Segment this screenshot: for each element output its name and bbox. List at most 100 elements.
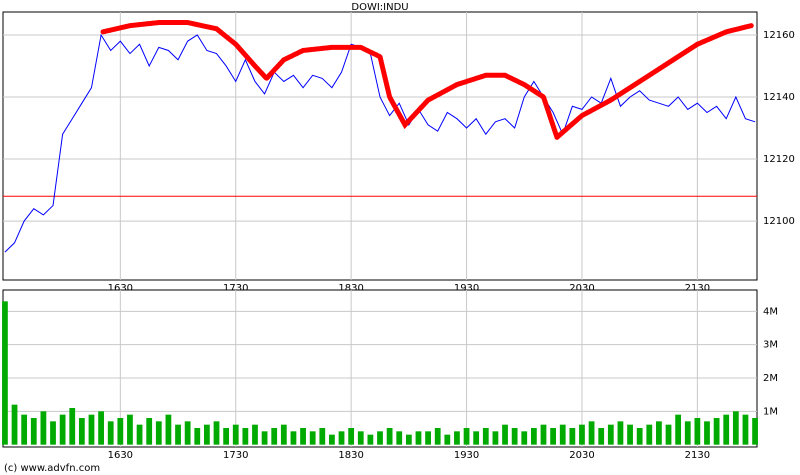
volume-bar bbox=[684, 421, 691, 445]
trend-dots bbox=[100, 20, 754, 142]
volume-bar bbox=[502, 424, 508, 445]
volume-bar bbox=[415, 431, 422, 445]
volume-bar bbox=[732, 411, 739, 445]
volume-bar bbox=[40, 411, 47, 445]
volume-bar bbox=[444, 434, 451, 445]
y-tick-label: 4M bbox=[763, 306, 778, 317]
volume-bar bbox=[646, 424, 653, 445]
volume-bar bbox=[59, 414, 66, 445]
volume-bar bbox=[742, 414, 749, 445]
volume-bar bbox=[319, 428, 326, 445]
volume-bar bbox=[704, 421, 710, 445]
volume-bar bbox=[21, 414, 28, 445]
volume-bar bbox=[636, 428, 643, 445]
volume-bar bbox=[530, 428, 537, 445]
x-tick-label: 2130 bbox=[685, 283, 710, 294]
volume-bar bbox=[300, 428, 306, 445]
volume-bar bbox=[309, 431, 316, 445]
volume-bar bbox=[579, 424, 585, 445]
x-tick-label: 1630 bbox=[108, 283, 133, 294]
volume-bar bbox=[521, 431, 528, 445]
y-tick-label: 3M bbox=[763, 340, 778, 351]
volume-bar bbox=[694, 418, 701, 445]
volume-bar bbox=[434, 428, 441, 445]
volume-bar bbox=[598, 428, 605, 445]
volume-bar bbox=[117, 418, 124, 445]
volume-bar bbox=[665, 424, 672, 445]
volume-bar bbox=[588, 421, 595, 445]
x-tick-label: 1930 bbox=[454, 450, 479, 461]
x-tick-label: 2130 bbox=[685, 450, 710, 461]
x-tick-label: 1930 bbox=[454, 283, 479, 294]
volume-bar bbox=[425, 431, 431, 445]
x-tick-label: 1830 bbox=[338, 450, 363, 461]
x-tick-label: 2030 bbox=[569, 283, 594, 294]
volume-bar bbox=[329, 434, 335, 445]
volume-bar bbox=[713, 418, 720, 445]
volume-bar bbox=[175, 424, 181, 445]
volume-bar bbox=[617, 421, 624, 445]
volume-bar bbox=[405, 434, 412, 445]
y-tick-label: 12120 bbox=[763, 154, 795, 165]
volume-bar bbox=[280, 424, 287, 445]
volume-bar bbox=[367, 434, 374, 445]
volume-bar bbox=[11, 404, 18, 445]
volume-bar bbox=[107, 421, 114, 445]
x-tick-label: 1730 bbox=[223, 450, 248, 461]
volume-bar bbox=[723, 414, 730, 445]
volume-bar bbox=[290, 431, 297, 445]
plot-frame bbox=[2, 11, 758, 281]
y-tick-label: 12140 bbox=[763, 92, 795, 103]
volume-bar bbox=[752, 418, 758, 445]
volume-bar bbox=[377, 431, 383, 445]
volume-bar bbox=[223, 428, 230, 445]
volume-bar bbox=[30, 418, 37, 445]
volume-bar bbox=[252, 424, 258, 445]
volume-bar bbox=[204, 424, 210, 445]
volume-bar bbox=[396, 431, 403, 445]
plot-frame bbox=[2, 289, 758, 448]
x-tick-label: 1630 bbox=[108, 450, 133, 461]
volume-bar bbox=[2, 301, 8, 445]
volume-bar bbox=[348, 428, 355, 445]
volume-bar bbox=[550, 428, 556, 445]
x-tick-label: 2030 bbox=[569, 450, 594, 461]
volume-bar bbox=[569, 428, 576, 445]
y-tick-label: 12160 bbox=[763, 30, 795, 41]
volume-bar bbox=[559, 424, 566, 445]
volume-bar bbox=[627, 424, 633, 445]
volume-bar bbox=[540, 424, 547, 445]
volume-bar bbox=[338, 431, 345, 445]
volume-bar bbox=[88, 414, 95, 445]
y-tick-label: 12100 bbox=[763, 216, 795, 227]
volume-bar bbox=[473, 431, 480, 445]
volume-bar bbox=[386, 428, 393, 445]
volume-bar bbox=[136, 424, 143, 445]
volume-bar bbox=[656, 421, 662, 445]
volume-bar bbox=[146, 418, 153, 445]
x-tick-label: 1730 bbox=[223, 283, 248, 294]
x-tick-label: 1830 bbox=[338, 283, 363, 294]
volume-bar bbox=[165, 414, 172, 445]
volume-bar bbox=[357, 431, 364, 445]
volume-bar bbox=[492, 431, 499, 445]
volume-bar bbox=[482, 428, 489, 445]
volume-bar bbox=[69, 408, 76, 445]
volume-bar bbox=[155, 421, 162, 445]
volume-bar bbox=[675, 414, 682, 445]
volume-bar bbox=[271, 428, 278, 445]
y-tick-label: 2M bbox=[763, 373, 778, 384]
volume-bar bbox=[454, 431, 460, 445]
volume-bar bbox=[78, 418, 85, 445]
volume-bar bbox=[463, 428, 470, 445]
volume-bar bbox=[50, 421, 56, 445]
volume-bar bbox=[194, 428, 201, 445]
volume-bar bbox=[261, 431, 268, 445]
price-line bbox=[4, 33, 756, 253]
volume-bar bbox=[98, 411, 104, 445]
volume-bar bbox=[511, 428, 518, 445]
volume-bar bbox=[242, 428, 249, 445]
volume-bar bbox=[232, 424, 239, 445]
volume-bar bbox=[213, 421, 220, 445]
